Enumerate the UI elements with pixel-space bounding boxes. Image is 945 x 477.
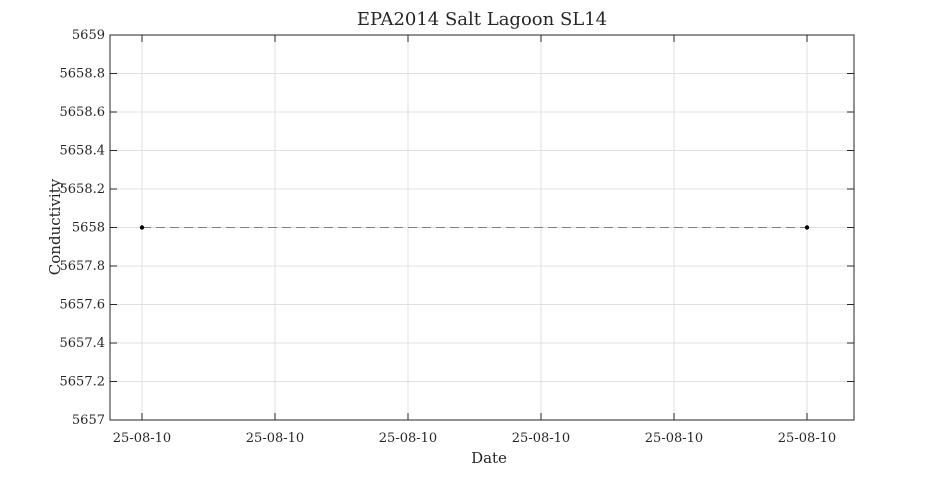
x-tick-label: 25-08-10 [645,431,703,446]
y-tick-label: 5657.8 [60,259,106,274]
y-tick-label: 5658.2 [60,182,106,197]
y-tick-label: 5657.2 [60,375,106,390]
y-tick-label: 5658.8 [60,67,106,82]
y-tick-label: 5658.6 [60,105,106,120]
y-tick-label: 5657 [72,413,105,428]
y-tick-labels: 5657 5657.2 5657.4 5657.6 5657.8 5658 5658.2 56… [60,28,106,428]
series-layer [139,225,810,230]
x-tick-label: 25-08-10 [512,431,570,446]
y-tick-label: 5658 [72,221,105,236]
x-axis-label: Date [471,449,507,467]
tick-marks [110,34,854,421]
y-tick-label: 5657.4 [60,336,106,351]
x-tick-label: 25-08-10 [778,431,836,446]
x-tick-label: 25-08-10 [379,431,437,446]
x-tick-labels: 25-08-10 25-08-10 25-08-10 25-08-10 25-08-10… [113,431,836,446]
y-tick-label: 5659 [72,28,105,43]
data-point [139,225,145,230]
y-axis-label: Conductivity [46,178,64,275]
x-tick-label: 25-08-10 [113,431,171,446]
y-tick-label: 5657.6 [60,298,106,313]
data-point [804,225,810,230]
x-tick-label: 25-08-10 [246,431,304,446]
chart-title: EPA2014 Salt Lagoon SL14 [357,9,607,30]
y-tick-label: 5658.4 [60,144,106,159]
